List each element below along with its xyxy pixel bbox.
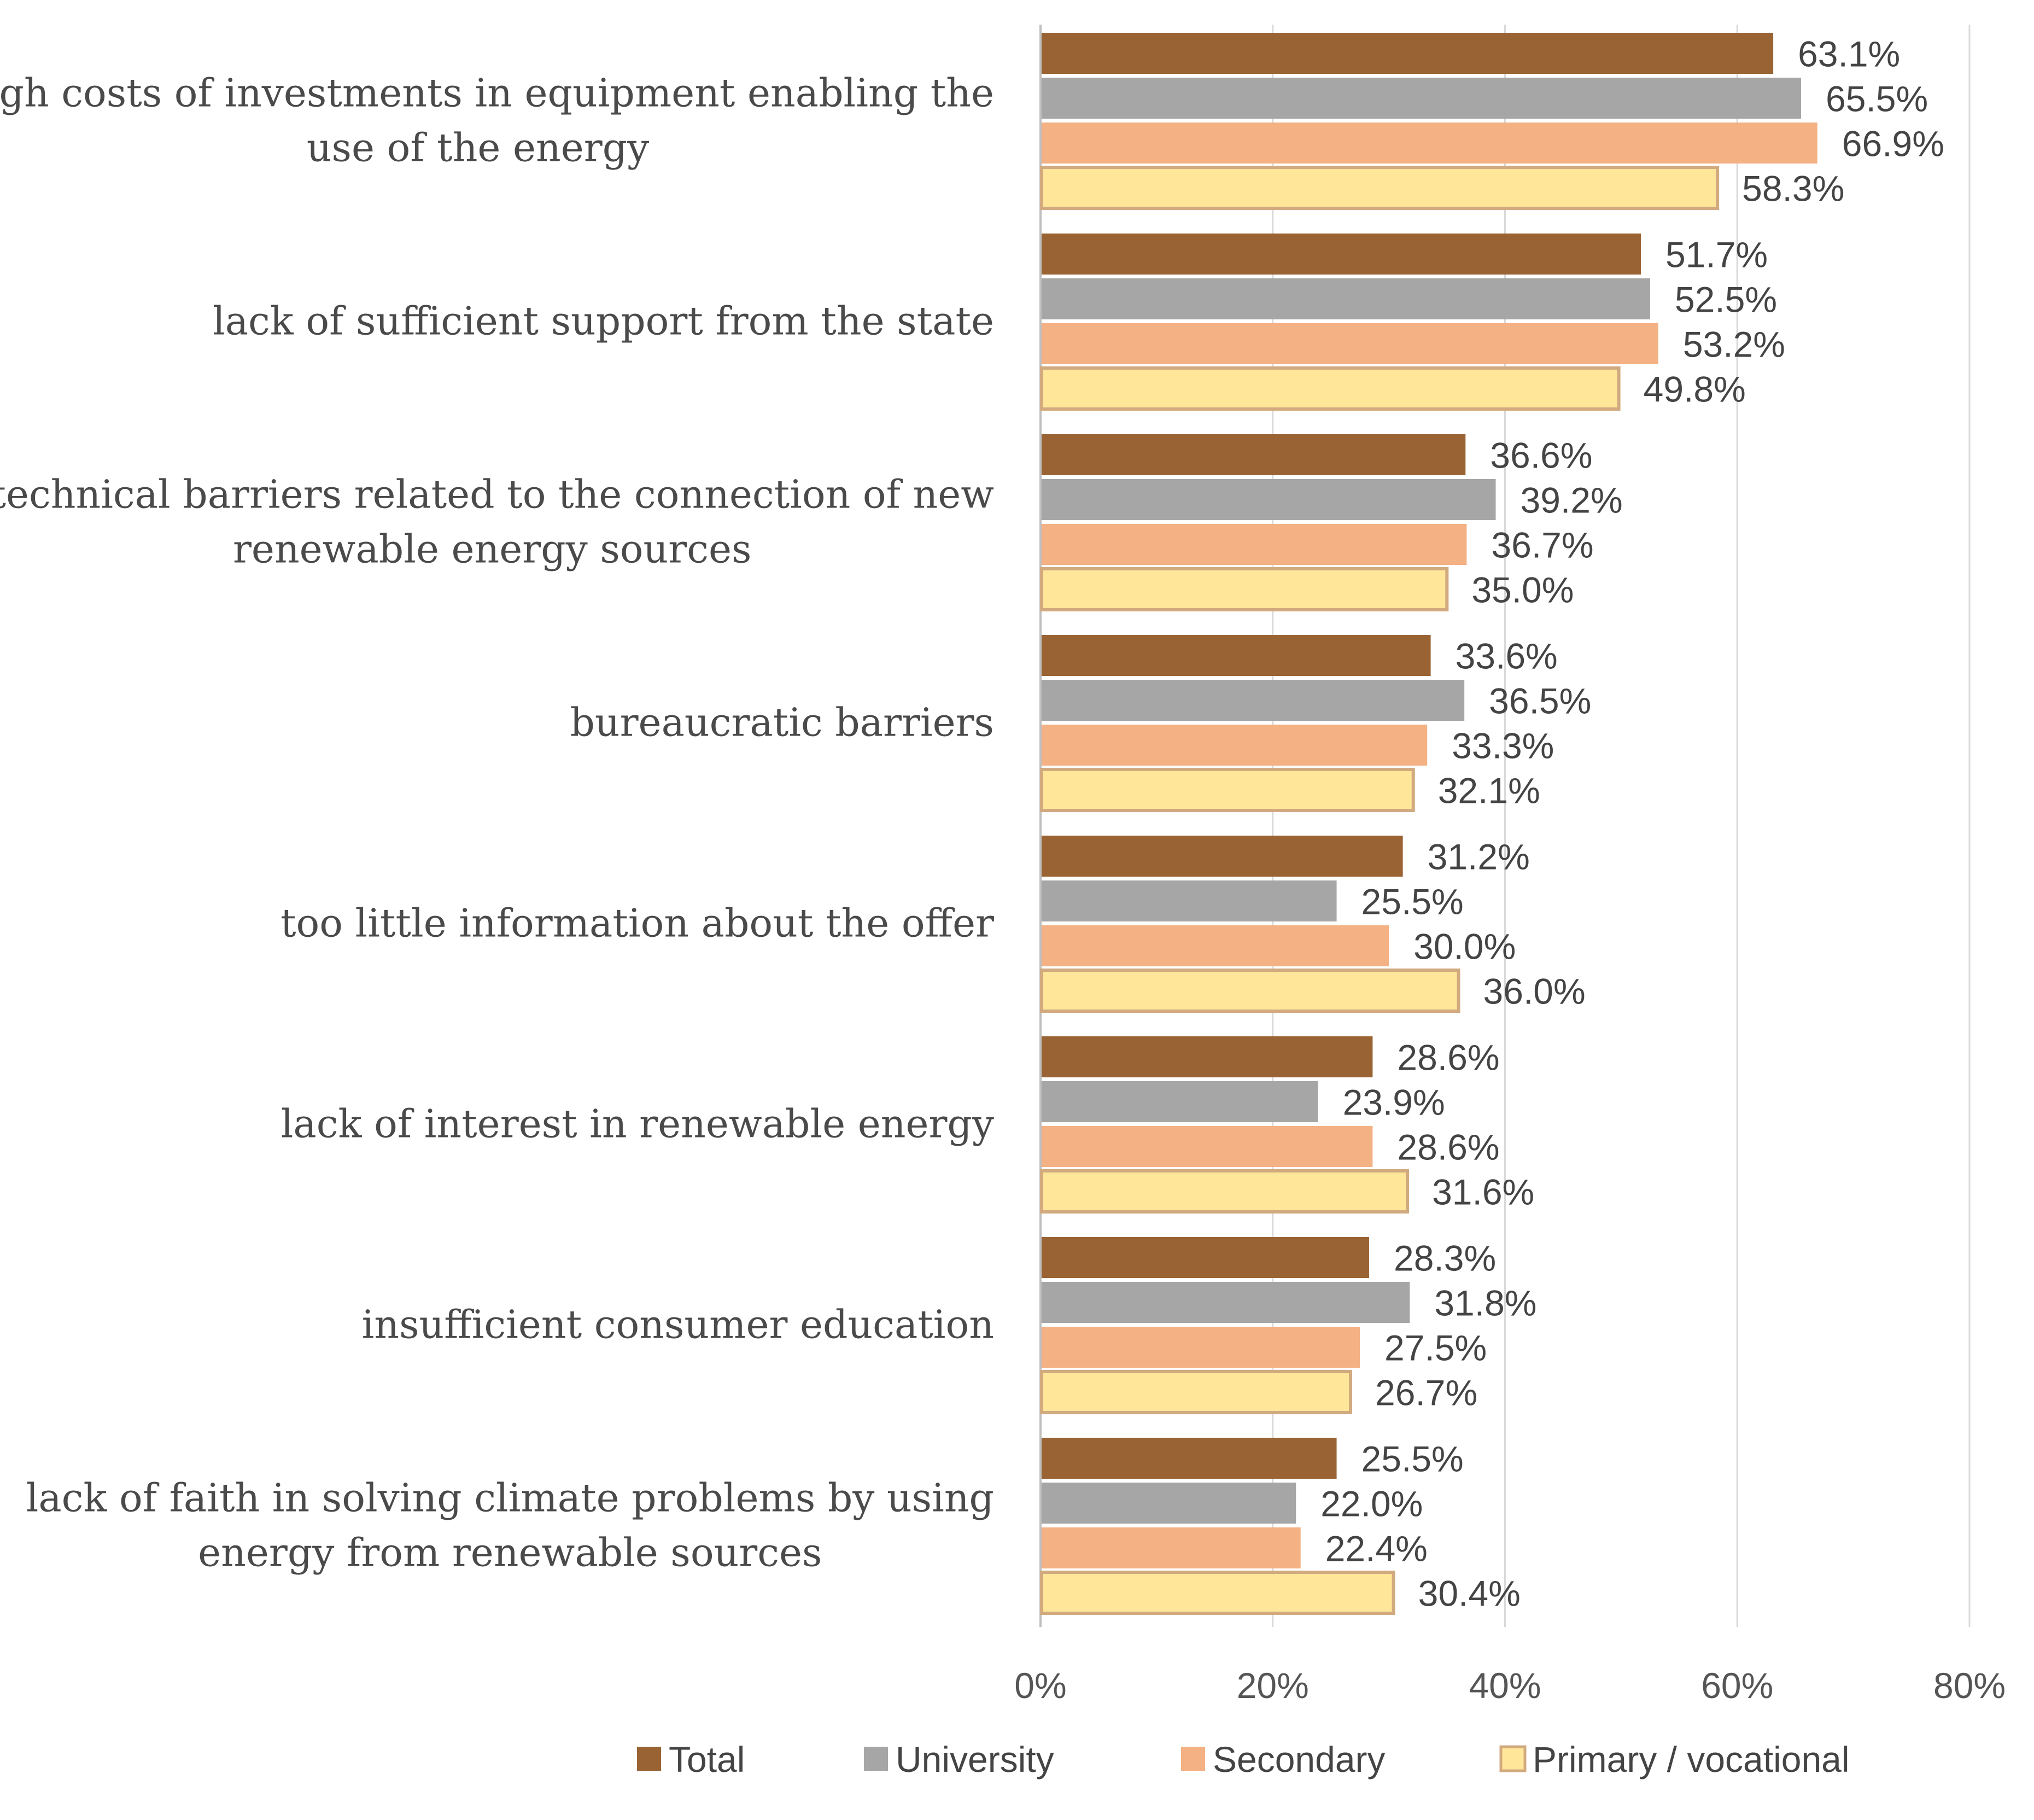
bar-6-total xyxy=(1042,1036,1373,1077)
data-label: 31.6% xyxy=(1432,1172,1534,1212)
data-label: 36.7% xyxy=(1491,525,1593,565)
legend-swatch xyxy=(637,1747,661,1771)
bar-1-primary-vocational xyxy=(1040,166,1720,210)
legend-label: Total xyxy=(669,1739,745,1780)
bar-8-university xyxy=(1042,1483,1296,1524)
bar-8-primary-vocational xyxy=(1040,1571,1395,1615)
bar-2-university xyxy=(1042,278,1650,319)
bars xyxy=(1040,33,1817,1615)
category-label: too little information about the offer xyxy=(280,901,994,946)
data-label: 58.3% xyxy=(1742,168,1844,209)
bar-5-university xyxy=(1042,880,1337,921)
data-label: 22.4% xyxy=(1325,1529,1428,1569)
x-tick-label: 0% xyxy=(1014,1665,1066,1706)
x-tick-label: 40% xyxy=(1469,1665,1541,1706)
data-label: 31.2% xyxy=(1428,837,1530,877)
legend-label: Primary / vocational xyxy=(1533,1739,1850,1780)
bar-7-secondary xyxy=(1042,1327,1360,1368)
category-label: high costs of investments in equipment e… xyxy=(0,71,994,116)
bar-4-primary-vocational xyxy=(1040,768,1415,812)
legend-label: University xyxy=(896,1739,1054,1780)
category-label: lack of interest in renewable energy xyxy=(281,1101,994,1147)
x-axis-ticks: 0% 20% 40% 60% 80% xyxy=(1014,1665,2006,1706)
category-label: technical barriers related to the connec… xyxy=(0,472,994,517)
data-label: 36.5% xyxy=(1489,681,1591,721)
data-label: 23.9% xyxy=(1343,1082,1445,1123)
data-label: 49.8% xyxy=(1644,369,1746,410)
legend: Total University Secondary Primary / vocati… xyxy=(637,1739,1850,1780)
data-label: 28.6% xyxy=(1397,1037,1499,1078)
x-tick-label: 20% xyxy=(1237,1665,1309,1706)
data-label: 31.8% xyxy=(1434,1283,1536,1323)
x-tick-label: 80% xyxy=(1933,1665,2006,1706)
data-label: 65.5% xyxy=(1826,79,1928,119)
data-label: 35.0% xyxy=(1471,570,1574,610)
data-label: 32.1% xyxy=(1438,771,1540,811)
legend-swatch xyxy=(1499,1745,1527,1772)
bar-3-primary-vocational xyxy=(1040,567,1449,611)
data-label: 22.0% xyxy=(1320,1484,1423,1524)
data-label: 28.6% xyxy=(1397,1127,1499,1168)
bar-2-secondary xyxy=(1042,323,1658,364)
category-label: energy from renewable sources xyxy=(198,1530,822,1576)
data-label: 30.0% xyxy=(1413,926,1516,967)
bar-4-secondary xyxy=(1042,725,1428,766)
bar-5-primary-vocational xyxy=(1040,969,1460,1013)
data-label: 30.4% xyxy=(1418,1573,1521,1614)
bar-8-total xyxy=(1042,1438,1337,1479)
bar-1-secondary xyxy=(1042,122,1817,164)
data-label: 63.1% xyxy=(1798,34,1900,74)
bar-7-primary-vocational xyxy=(1040,1370,1353,1414)
bar-4-total xyxy=(1042,635,1431,676)
value-labels: 63.1% 65.5% 66.9%58.3% 51.7%52.5%53.2%49.8%… xyxy=(1320,34,1944,1614)
bar-7-total xyxy=(1042,1237,1370,1278)
category-label: renewable energy sources xyxy=(233,527,751,572)
category-label: lack of sufficient support from the stat… xyxy=(213,299,994,344)
category-labels: high costs of investments in equipment e… xyxy=(0,71,994,1576)
data-label: 27.5% xyxy=(1384,1328,1487,1368)
x-tick-label: 60% xyxy=(1701,1665,1773,1706)
data-label: 33.3% xyxy=(1452,726,1554,766)
category-label: use of the energy xyxy=(307,125,649,171)
category-label: lack of faith in solving climate problem… xyxy=(26,1475,994,1521)
bar-4-university xyxy=(1042,680,1465,721)
bar-3-total xyxy=(1042,434,1466,475)
data-label: 36.0% xyxy=(1483,971,1586,1012)
legend-swatch xyxy=(1181,1747,1205,1771)
data-label: 53.2% xyxy=(1683,324,1785,365)
data-label: 52.5% xyxy=(1675,279,1777,320)
bar-3-secondary xyxy=(1042,524,1467,565)
bar-6-primary-vocational xyxy=(1040,1169,1410,1214)
legend-swatch xyxy=(864,1747,888,1771)
bar-8-secondary xyxy=(1042,1527,1301,1568)
data-label: 28.3% xyxy=(1394,1238,1496,1279)
legend-label: Secondary xyxy=(1213,1739,1386,1780)
data-label: 39.2% xyxy=(1521,480,1623,521)
bar-6-secondary xyxy=(1042,1126,1373,1167)
category-label: insufficient consumer education xyxy=(362,1302,994,1348)
bar-1-total xyxy=(1042,33,1774,74)
data-label: 36.6% xyxy=(1490,435,1592,476)
bar-5-secondary xyxy=(1042,925,1389,966)
data-label: 25.5% xyxy=(1361,882,1464,922)
bar-7-university xyxy=(1042,1282,1410,1323)
data-label: 66.9% xyxy=(1842,124,1944,164)
data-label: 33.6% xyxy=(1456,636,1558,676)
bar-6-university xyxy=(1042,1081,1318,1122)
bar-2-total xyxy=(1042,234,1641,275)
bar-5-total xyxy=(1042,836,1403,877)
data-label: 51.7% xyxy=(1665,235,1768,275)
bar-2-primary-vocational xyxy=(1040,366,1621,411)
category-label: bureaucratic barriers xyxy=(570,700,994,745)
data-label: 26.7% xyxy=(1375,1373,1477,1413)
data-label: 25.5% xyxy=(1361,1439,1464,1479)
bar-3-university xyxy=(1042,479,1496,520)
bar-1-university xyxy=(1042,78,1802,119)
